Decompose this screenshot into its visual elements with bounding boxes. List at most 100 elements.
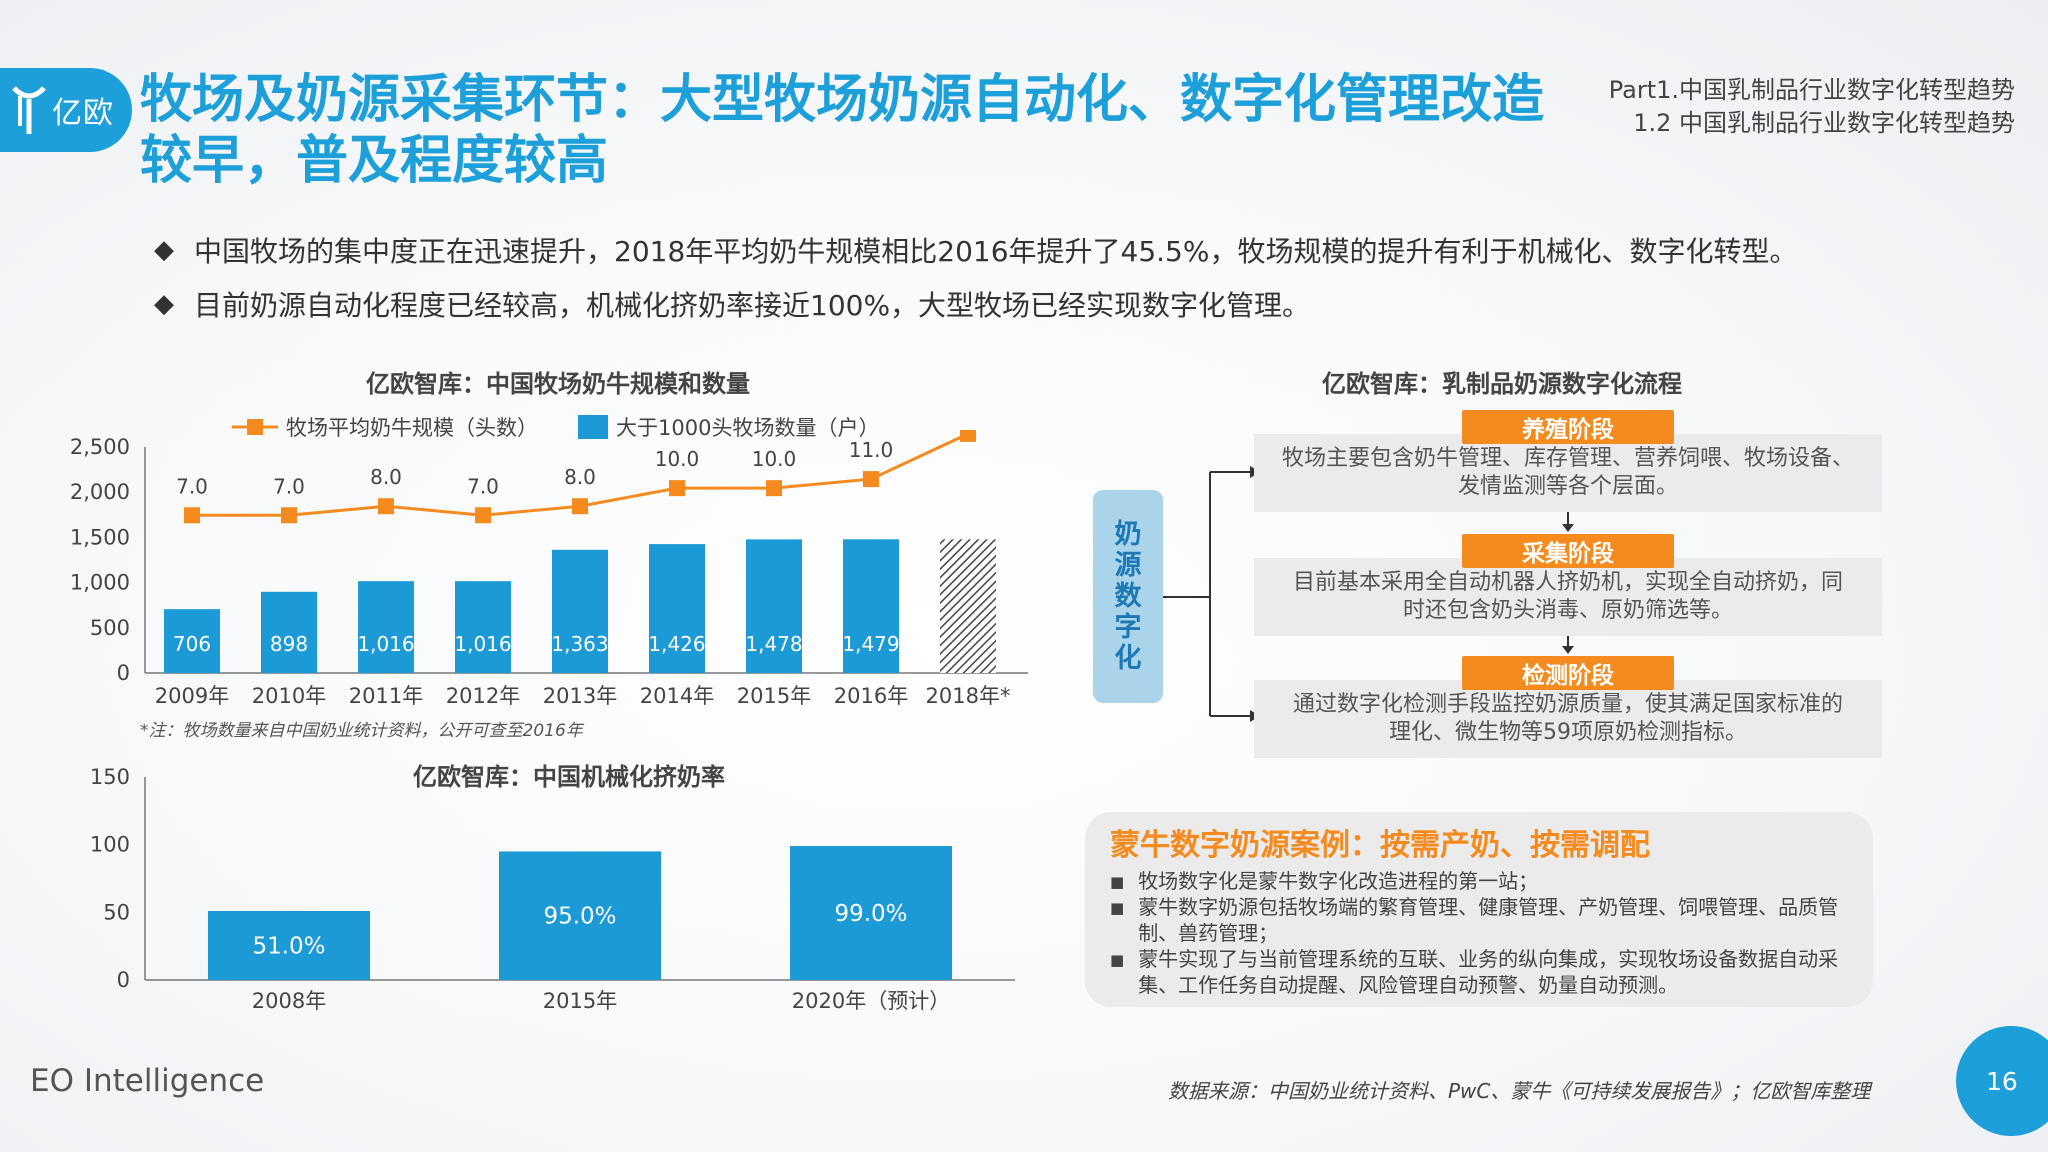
section-breadcrumb: Part1.中国乳制品行业数字化转型趋势 1.2 中国乳制品行业数字化转型趋势 bbox=[1609, 74, 2015, 140]
line-value-label: 8.0 bbox=[370, 465, 402, 489]
bar bbox=[455, 581, 511, 673]
line-point bbox=[766, 480, 782, 497]
bar bbox=[649, 544, 705, 673]
brand-logo: 亿欧 bbox=[0, 68, 132, 152]
case-title: 蒙牛数字奶源案例：按需产奶、按需调配 bbox=[1110, 828, 1650, 863]
stage-desc-box: 目前基本采用全自动机器人挤奶机，实现全自动挤奶，同 时还包含奶头消毒、原奶筛选等… bbox=[1254, 558, 1882, 636]
x-tick-label: 2012年 bbox=[446, 684, 520, 708]
stage-desc-box: 通过数字化检测手段监控奶源质量，使其满足国家标准的 理化、微生物等59项原奶检测… bbox=[1254, 680, 1882, 758]
bar bbox=[790, 846, 952, 980]
case-item: ■ 牧场数字化是蒙牛数字化改造进程的第一站； bbox=[1110, 868, 1855, 895]
flow-connectors bbox=[1163, 466, 1574, 722]
x-tick-label: 2016年 bbox=[834, 684, 908, 708]
bar-value-label: 706 bbox=[173, 632, 211, 656]
stage-desc-line: 发情监测等各个层面。 bbox=[1457, 474, 1678, 499]
diamond-bullet-icon: ◆ bbox=[154, 289, 174, 319]
x-tick-label: 2014年 bbox=[640, 684, 714, 708]
case-item-text: 牧场数字化是蒙牛数字化改造进程的第一站； bbox=[1138, 869, 1539, 893]
bullet-text: 中国牧场的集中度正在迅速提升，2018年平均奶牛规模相比2016年提升了45.5… bbox=[194, 235, 1798, 268]
square-bullet-icon: ■ bbox=[1110, 873, 1125, 891]
legend-label: 牧场平均奶牛规模（头数） bbox=[286, 416, 538, 440]
bar-value-label: 1,479 bbox=[842, 632, 899, 656]
line-value-label: 7.0 bbox=[176, 474, 208, 498]
stage-desc-line: 理化、微生物等59项原奶检测指标。 bbox=[1388, 720, 1747, 745]
data-source: 数据来源：中国奶业统计资料、PwC、蒙牛《可持续发展报告》；亿欧智库整理 bbox=[1168, 1079, 1871, 1103]
line-point bbox=[281, 507, 297, 524]
flow-title: 亿欧智库：乳制品奶源数字化流程 bbox=[1322, 370, 1682, 398]
y-tick-label: 1,000 bbox=[70, 571, 130, 595]
x-tick-label: 2018年* bbox=[926, 684, 1011, 708]
bar-value-label: 95.0% bbox=[543, 904, 616, 930]
line-value-label: 8.0 bbox=[564, 465, 596, 489]
line-point bbox=[863, 471, 879, 488]
chart2-title: 亿欧智库：中国机械化挤奶率 bbox=[413, 763, 725, 791]
line-value-label: 10.0 bbox=[655, 447, 700, 471]
line-point bbox=[378, 498, 394, 515]
stage-label: 养殖阶段 bbox=[1462, 410, 1674, 444]
line-value-label: 7.0 bbox=[467, 474, 499, 498]
section-part: Part1.中国乳制品行业数字化转型趋势 bbox=[1608, 76, 2015, 104]
bullet-text: 目前奶源自动化程度已经较高，机械化挤奶率接近100%，大型牧场已经实现数字化管理… bbox=[194, 289, 1311, 322]
y-tick-label: 2,000 bbox=[70, 480, 130, 504]
x-tick-label: 2010年 bbox=[252, 684, 326, 708]
stage-label: 检测阶段 bbox=[1462, 656, 1674, 690]
y-tick-label: 2,500 bbox=[70, 435, 130, 459]
chart1-note: *注：牧场数量来自中国奶业统计资料，公开可查至2016年 bbox=[140, 721, 583, 741]
line-point bbox=[669, 480, 685, 497]
bar bbox=[499, 851, 661, 980]
bar bbox=[746, 539, 802, 673]
bar-value-label: 898 bbox=[270, 632, 308, 656]
case-item: ■ 蒙牛实现了与当前管理系统的互联、业务的纵向集成，实现牧场设备数据自动采集、工… bbox=[1110, 946, 1855, 998]
line-legend-icon bbox=[232, 419, 278, 435]
bar-value-label: 1,016 bbox=[454, 632, 511, 656]
bar bbox=[208, 910, 370, 980]
y-tick-label: 0 bbox=[117, 968, 130, 992]
x-tick-label: 2015年 bbox=[737, 684, 811, 708]
chart1-title: 亿欧智库：中国牧场奶牛规模和数量 bbox=[366, 370, 750, 398]
stage-label: 采集阶段 bbox=[1462, 534, 1674, 568]
bar-legend-icon bbox=[578, 415, 608, 439]
line-point bbox=[572, 498, 588, 515]
y-tick-label: 0 bbox=[117, 661, 130, 685]
line-point bbox=[475, 507, 491, 524]
y-tick-label: 150 bbox=[90, 765, 130, 789]
page-number: 16 bbox=[1956, 1026, 2048, 1136]
case-item-text: 蒙牛实现了与当前管理系统的互联、业务的纵向集成，实现牧场设备数据自动采集、工作任… bbox=[1138, 947, 1839, 997]
line-value-label: 11.0 bbox=[849, 438, 894, 462]
bar bbox=[843, 539, 899, 673]
bar-value-label: 1,363 bbox=[551, 632, 608, 656]
line-point bbox=[960, 430, 976, 442]
bar-value-label: 1,016 bbox=[357, 632, 414, 656]
brand-logo-icon bbox=[12, 86, 46, 134]
legend-label: 大于1000头牧场数量（户） bbox=[616, 416, 880, 440]
page-title: 牧场及奶源采集环节：大型牧场奶源自动化、数字化管理改造 较早，普及程度较高 bbox=[140, 70, 1560, 192]
flow-vertical-char: 化 bbox=[1114, 643, 1142, 674]
case-item-text: 蒙牛数字奶源包括牧场端的繁育管理、健康管理、产奶管理、饲喂管理、品质管制、兽药管… bbox=[1138, 895, 1839, 945]
case-panel bbox=[1085, 812, 1873, 1007]
chart1-plot: 0 500 1,000 1,500 2,000 2,500 2009年 706 2010年 898… bbox=[70, 430, 1028, 708]
page-title-line2: 较早，普及程度较高 bbox=[140, 131, 609, 191]
line-point bbox=[184, 507, 200, 524]
bar-value-label: 1,478 bbox=[745, 632, 802, 656]
section-sub: 1.2 中国乳制品行业数字化转型趋势 bbox=[1633, 109, 2015, 137]
x-tick-label: 2008年 bbox=[252, 989, 326, 1013]
bar bbox=[358, 581, 414, 673]
line-value-label: 7.0 bbox=[273, 474, 305, 498]
square-bullet-icon: ■ bbox=[1110, 899, 1125, 917]
stage-desc-box: 牧场主要包含奶牛管理、库存管理、营养饲喂、牧场设备、 发情监测等各个层面。 bbox=[1254, 434, 1882, 512]
chart1-legend-bar: 大于1000头牧场数量（户） bbox=[578, 412, 879, 442]
x-tick-label: 2011年 bbox=[349, 684, 423, 708]
bullet-item: ◆ 中国牧场的集中度正在迅速提升，2018年平均奶牛规模相比2016年提升了45… bbox=[154, 230, 1797, 270]
x-tick-label: 2013年 bbox=[543, 684, 617, 708]
diamond-bullet-icon: ◆ bbox=[154, 235, 174, 265]
page-number-text: 16 bbox=[1986, 1066, 2018, 1096]
arrow-down-icon bbox=[1562, 524, 1574, 532]
chart1-legend-line: 牧场平均奶牛规模（头数） bbox=[232, 412, 538, 442]
flow-vertical-char: 奶 bbox=[1114, 519, 1142, 550]
y-tick-label: 1,500 bbox=[70, 525, 130, 549]
stage-desc-line: 通过数字化检测手段监控奶源质量，使其满足国家标准的 bbox=[1292, 692, 1843, 717]
y-tick-label: 100 bbox=[90, 833, 130, 857]
bar-estimate bbox=[940, 539, 996, 673]
stage-desc-line: 时还包含奶头消毒、原奶筛选等。 bbox=[1402, 598, 1733, 623]
bar bbox=[552, 549, 608, 673]
